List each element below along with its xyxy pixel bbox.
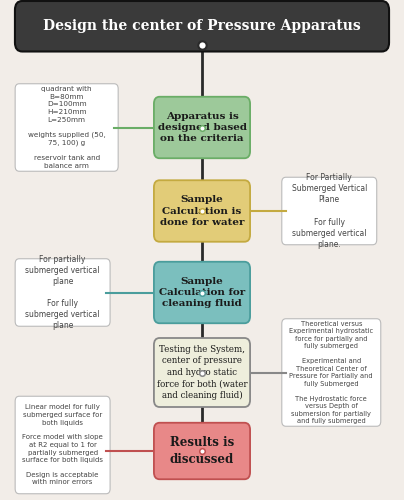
Text: Linear model for fully
submerged surface for
both liquids

Force model with slop: Linear model for fully submerged surface… bbox=[22, 404, 103, 485]
FancyBboxPatch shape bbox=[154, 423, 250, 479]
FancyBboxPatch shape bbox=[154, 338, 250, 407]
FancyBboxPatch shape bbox=[15, 84, 118, 171]
Text: Sample
Calculation for
cleaning fluid: Sample Calculation for cleaning fluid bbox=[159, 276, 245, 308]
FancyBboxPatch shape bbox=[15, 396, 110, 494]
FancyBboxPatch shape bbox=[282, 178, 377, 245]
Text: quadrant with
B=80mm
D=100mm
H=210mm
L=250mm

weights supplied (50,
75, 100) g

: quadrant with B=80mm D=100mm H=210mm L=2… bbox=[28, 86, 105, 168]
FancyBboxPatch shape bbox=[154, 180, 250, 242]
Text: Design the center of Pressure Apparatus: Design the center of Pressure Apparatus bbox=[43, 19, 361, 33]
FancyBboxPatch shape bbox=[154, 97, 250, 158]
Text: Theoretical versus
Experimental hydrostatic
force for partially and
fully submer: Theoretical versus Experimental hydrosta… bbox=[289, 321, 373, 424]
FancyBboxPatch shape bbox=[15, 1, 389, 51]
FancyBboxPatch shape bbox=[154, 262, 250, 324]
Text: Testing the System,
center of pressure
and hydro static
force for both (water
an: Testing the System, center of pressure a… bbox=[157, 345, 247, 400]
Text: For partially
submerged vertical
plane

For fully
submerged vertical
plane: For partially submerged vertical plane F… bbox=[25, 254, 100, 330]
FancyBboxPatch shape bbox=[15, 259, 110, 326]
Text: Results is
discussed: Results is discussed bbox=[170, 436, 234, 466]
Text: For Partially
Submerged Vertical
Plane

For fully
submerged vertical
plane.: For Partially Submerged Vertical Plane F… bbox=[292, 173, 367, 249]
FancyBboxPatch shape bbox=[282, 319, 381, 426]
Text: Apparatus is
designed based
on the criteria: Apparatus is designed based on the crite… bbox=[158, 112, 246, 144]
Text: Sample
Calculation is
done for water: Sample Calculation is done for water bbox=[160, 195, 244, 227]
